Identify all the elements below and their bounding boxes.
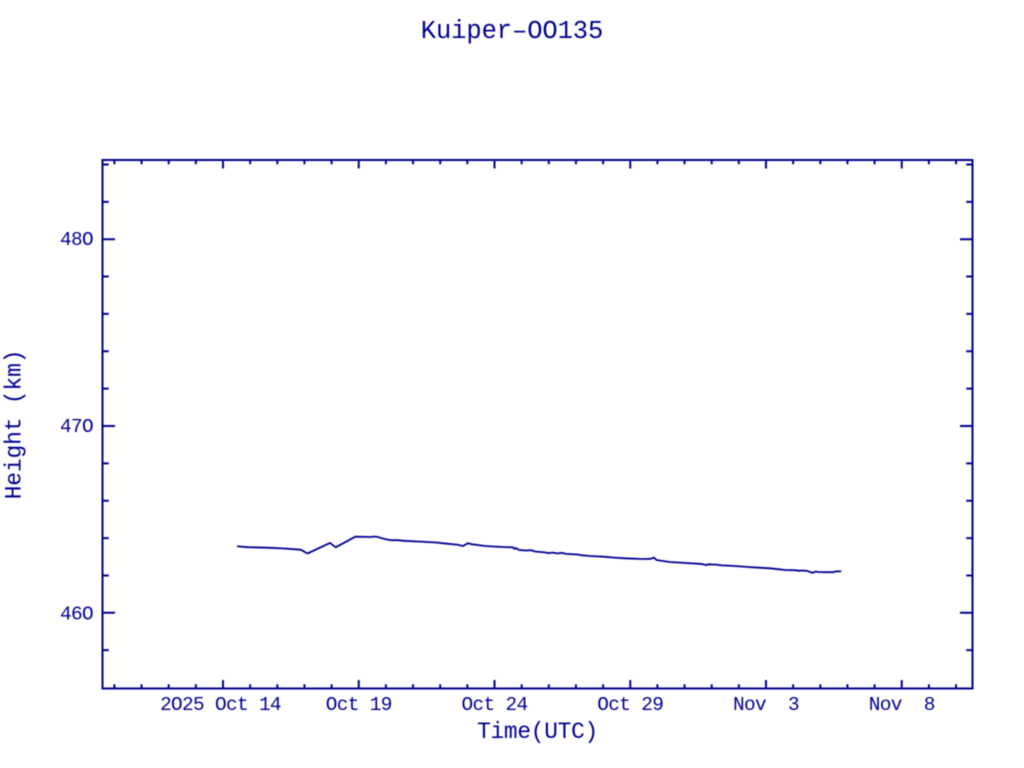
svg-text:Kuiper–OO135: Kuiper–OO135 [421, 17, 603, 46]
svg-text:47O: 47O [60, 416, 93, 438]
svg-text:46O: 46O [60, 604, 93, 626]
svg-text:Oct 29: Oct 29 [597, 694, 663, 716]
svg-text:Oct 19: Oct 19 [326, 694, 392, 716]
svg-text:Nov 8: Nov 8 [869, 694, 935, 716]
svg-text:2O25 Oct 14: 2O25 Oct 14 [160, 694, 281, 716]
svg-text:Height (km): Height (km) [2, 350, 28, 500]
svg-text:Nov 3: Nov 3 [733, 694, 799, 716]
svg-text:48O: 48O [60, 229, 93, 251]
svg-text:Oct 24: Oct 24 [462, 694, 528, 716]
svg-text:Time(UTC): Time(UTC) [477, 719, 598, 745]
